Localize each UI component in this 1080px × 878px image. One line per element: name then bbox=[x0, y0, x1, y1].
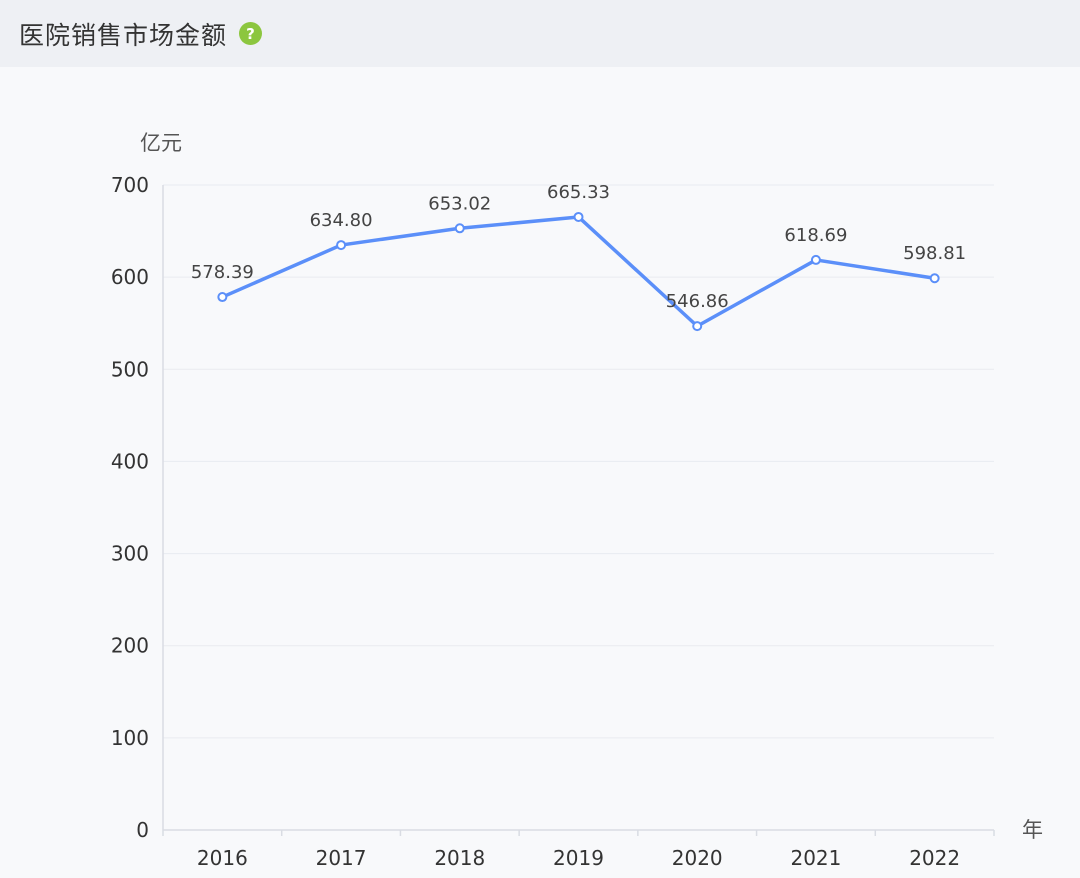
data-point-2017 bbox=[336, 240, 347, 251]
data-point-2019 bbox=[573, 211, 584, 222]
data-label-2016: 578.39 bbox=[191, 262, 254, 283]
y-tick-label-100: 100 bbox=[111, 726, 149, 750]
data-label-2018: 653.02 bbox=[428, 193, 491, 214]
y-tick-label-500: 500 bbox=[111, 357, 149, 381]
x-tick-label-2022: 2022 bbox=[909, 846, 960, 870]
x-tick-label-2016: 2016 bbox=[197, 846, 248, 870]
data-point-2016 bbox=[217, 292, 228, 303]
data-label-2017: 634.80 bbox=[310, 210, 373, 231]
data-label-2021: 618.69 bbox=[784, 225, 847, 246]
data-point-2021 bbox=[810, 254, 821, 265]
y-tick-label-700: 700 bbox=[111, 173, 149, 197]
data-point-2018 bbox=[454, 223, 465, 234]
data-point-2020 bbox=[692, 321, 703, 332]
y-tick-label-200: 200 bbox=[111, 634, 149, 658]
x-tick-label-2020: 2020 bbox=[672, 846, 723, 870]
chart-title: 医院销售市场金额 bbox=[19, 20, 228, 50]
data-label-2020: 546.86 bbox=[666, 291, 729, 312]
line-chart: 0 100 200 300 400 500 600 700 2016 2017 2018 2019 20… bbox=[111, 131, 1043, 870]
data-point-2022 bbox=[929, 273, 940, 284]
y-tick-label-300: 300 bbox=[111, 542, 149, 566]
x-tick-label-2021: 2021 bbox=[790, 846, 841, 870]
data-label-2019: 665.33 bbox=[547, 182, 610, 203]
x-tick-label-2018: 2018 bbox=[434, 846, 485, 870]
data-label-2022: 598.81 bbox=[903, 243, 966, 264]
x-tick-label-2019: 2019 bbox=[553, 846, 604, 870]
y-axis-title: 亿元 bbox=[140, 131, 182, 155]
chart-area: 0 100 200 300 400 500 600 700 2016 2017 2018 2019 20… bbox=[0, 67, 1080, 878]
x-tick-label-2017: 2017 bbox=[316, 846, 367, 870]
y-tick-label-400: 400 bbox=[111, 449, 149, 473]
question-circle-icon[interactable]: ? bbox=[239, 22, 263, 45]
chart-header: 医院销售市场金额 ? bbox=[0, 0, 1080, 67]
y-tick-label-0: 0 bbox=[136, 818, 149, 842]
x-axis-title: 年 bbox=[1022, 818, 1043, 842]
y-tick-label-600: 600 bbox=[111, 265, 149, 289]
